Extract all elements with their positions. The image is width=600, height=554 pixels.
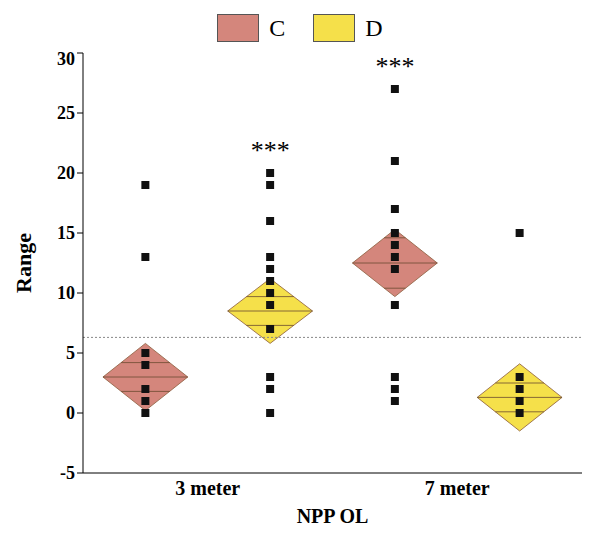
svg-text:7 meter: 7 meter [425, 477, 490, 499]
svg-text:NPP OL: NPP OL [297, 505, 369, 527]
svg-text:0: 0 [66, 403, 75, 423]
svg-text:***: *** [251, 136, 290, 165]
html-text:D: D [365, 14, 383, 41]
svg-text:15: 15 [57, 223, 75, 243]
svg-text:-5: -5 [60, 463, 75, 483]
svg-text:3 meter: 3 meter [175, 477, 240, 499]
svg-text:***: *** [375, 52, 414, 81]
svg-text:20: 20 [57, 163, 75, 183]
html-text:C: C [269, 14, 286, 41]
svg-text:30: 30 [57, 49, 75, 69]
svg-text:Range: Range [11, 233, 36, 293]
svg-text:10: 10 [57, 283, 75, 303]
svg-text:5: 5 [66, 343, 75, 363]
svg-text:25: 25 [57, 103, 75, 123]
